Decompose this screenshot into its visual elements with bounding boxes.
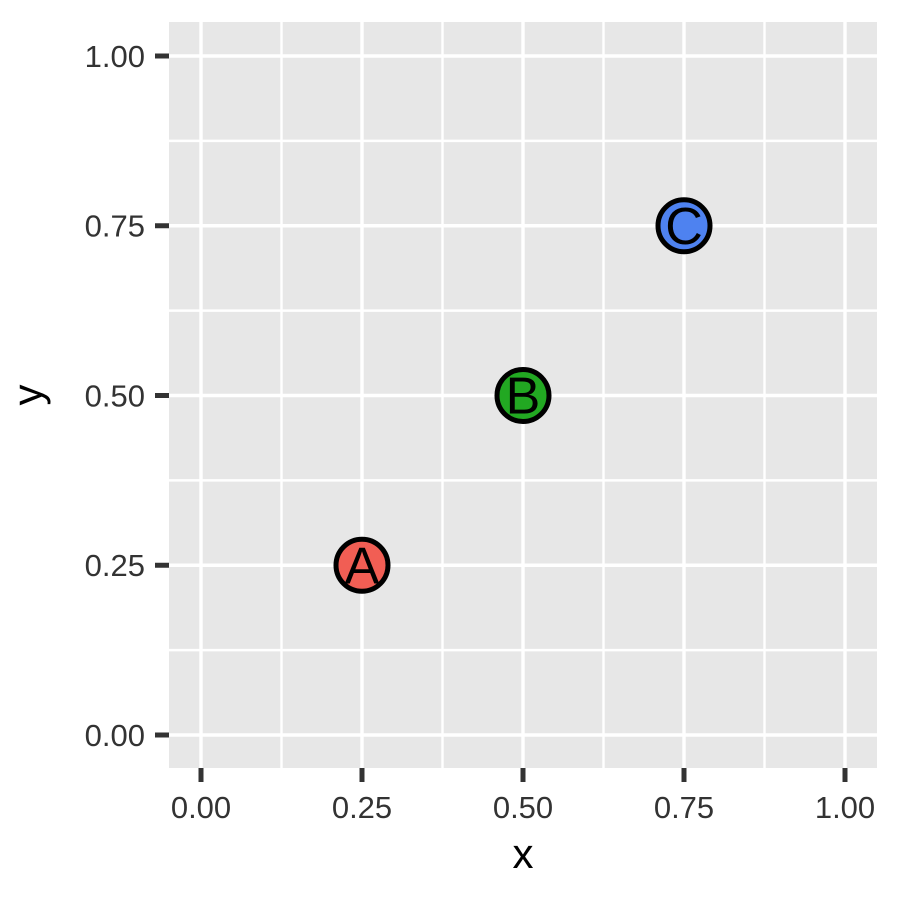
data-point-A: A: [333, 536, 391, 595]
data-point-B: B: [494, 367, 552, 426]
x-axis-title: x: [513, 830, 534, 877]
x-axis-tick-label: 0.00: [171, 790, 231, 825]
x-axis-tick-label: 0.75: [654, 790, 714, 825]
data-point-label-A: A: [345, 537, 380, 595]
x-axis-tick-label: 0.50: [493, 790, 553, 825]
data-point-label-B: B: [506, 368, 541, 426]
data-point-circle-C: [655, 197, 713, 255]
y-axis-tick-label: 0.00: [85, 718, 145, 753]
y-axis-tick-label: 1.00: [85, 39, 145, 74]
data-point-circle-B: [494, 367, 552, 424]
x-axis-tick-label: 1.00: [815, 790, 875, 825]
y-axis-title: y: [4, 385, 51, 406]
y-axis-tick-label: 0.50: [85, 378, 145, 413]
y-axis-tick-label: 0.75: [85, 209, 145, 244]
y-axis-tick-label: 0.25: [85, 548, 145, 583]
tick-marks: [155, 53, 848, 782]
data-point-C: C: [655, 197, 713, 256]
data-point-circle-A: [333, 536, 391, 594]
x-axis-tick-label: 0.25: [332, 790, 392, 825]
data-point-label-C: C: [665, 198, 703, 256]
